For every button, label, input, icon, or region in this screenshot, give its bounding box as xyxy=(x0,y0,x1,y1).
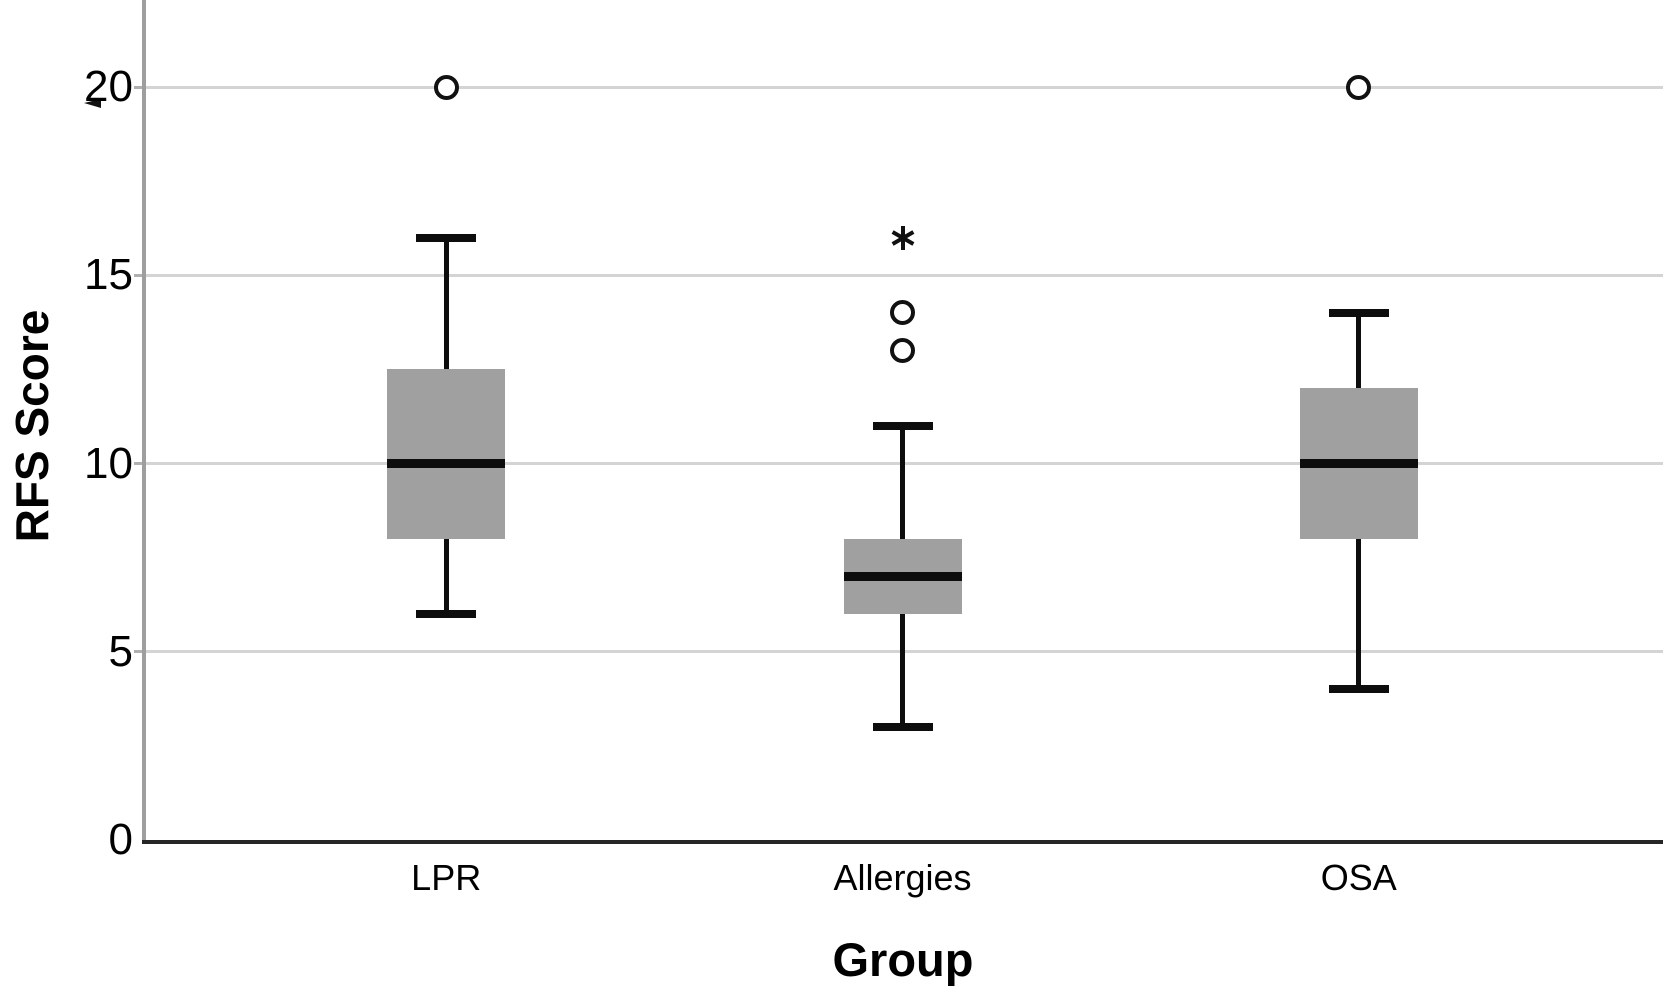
outlier-star xyxy=(889,224,917,252)
y-tick-label: 0 xyxy=(108,815,133,864)
x-axis-line xyxy=(142,840,1663,844)
x-category-label: LPR xyxy=(411,857,482,898)
upper-whisker-cap xyxy=(872,421,933,430)
y-tick-label: 15 xyxy=(84,250,133,300)
upper-whisker-stem xyxy=(1356,312,1362,389)
median-line xyxy=(843,571,962,581)
y-axis-tick xyxy=(134,273,142,277)
upper-whisker-stem xyxy=(443,237,449,370)
h-gridline xyxy=(142,85,1663,89)
outlier-circle xyxy=(890,300,915,326)
outlier-circle xyxy=(890,338,915,364)
x-axis-title: Group xyxy=(832,933,974,986)
y-tick-label: 5 xyxy=(108,626,133,676)
x-category-label: Allergies xyxy=(833,857,972,898)
lower-whisker-stem xyxy=(443,538,449,615)
lower-whisker-cap xyxy=(872,723,933,732)
h-gridline xyxy=(142,273,1663,277)
cursor-artifact xyxy=(84,99,101,108)
lower-whisker-stem xyxy=(1356,538,1362,690)
lower-whisker-cap xyxy=(416,610,477,619)
y-tick-label: 10 xyxy=(84,438,133,488)
lower-whisker-stem xyxy=(900,614,905,728)
y-axis-title: RFS Score xyxy=(6,309,58,543)
upper-whisker-cap xyxy=(416,233,477,242)
upper-whisker-cap xyxy=(1328,308,1389,317)
lower-whisker-cap xyxy=(1328,685,1389,694)
y-axis-tick xyxy=(134,650,142,654)
upper-whisker-stem xyxy=(900,425,905,539)
x-category-label: OSA xyxy=(1320,857,1397,898)
median-line xyxy=(387,459,506,468)
y-axis-tick xyxy=(134,462,142,465)
y-tick-label: 20 xyxy=(84,62,133,111)
median-line xyxy=(1299,459,1418,468)
y-axis-line xyxy=(142,0,146,842)
outlier-circle xyxy=(1346,74,1372,100)
outlier-circle xyxy=(433,74,459,100)
y-axis-tick xyxy=(134,85,142,89)
iqr-box xyxy=(387,369,506,539)
